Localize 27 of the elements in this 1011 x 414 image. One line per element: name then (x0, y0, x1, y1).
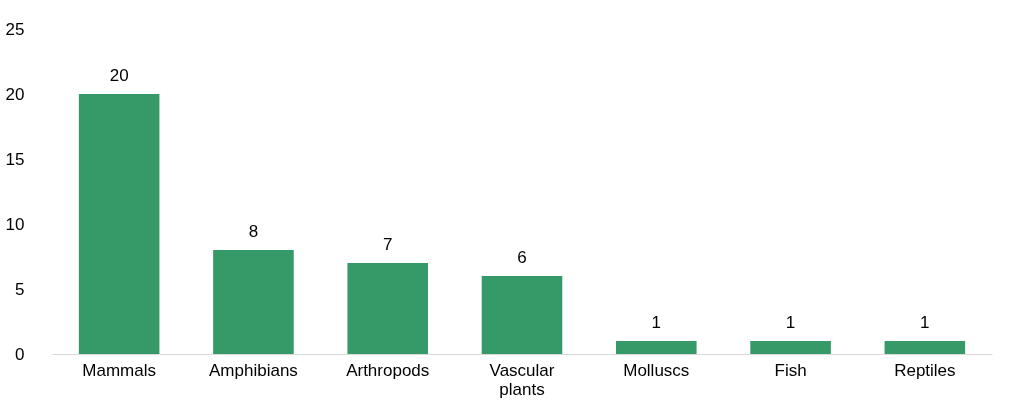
data-label: 20 (109, 66, 129, 85)
x-tick-label: Arthropods (346, 360, 430, 380)
bar (213, 250, 294, 354)
x-tick-label: Mammals (82, 360, 156, 380)
x-tick-label: Molluscs (623, 360, 690, 380)
data-label: 1 (920, 313, 930, 332)
data-label: 7 (382, 235, 393, 254)
x-tick-label: Reptiles (894, 360, 956, 380)
y-tick-label: 15 (5, 149, 25, 169)
x-tick-label: Fish (774, 360, 807, 380)
bar (616, 341, 697, 354)
x-tick-label: Vascular plants (489, 360, 555, 399)
bar (884, 341, 966, 354)
y-tick-label: 5 (15, 279, 25, 299)
y-tick-label: 10 (5, 214, 25, 234)
bar (347, 263, 428, 354)
data-label: 1 (785, 313, 796, 332)
data-label: 8 (248, 222, 259, 241)
y-tick-label: 25 (5, 19, 25, 39)
bar (481, 276, 563, 354)
y-tick-label: 0 (15, 344, 25, 364)
y-tick-label: 20 (5, 84, 25, 104)
bar (750, 341, 831, 354)
x-tick-label: Amphibians (209, 360, 298, 380)
data-label: 6 (517, 248, 527, 267)
data-label: 1 (651, 313, 662, 332)
bar (78, 94, 160, 354)
